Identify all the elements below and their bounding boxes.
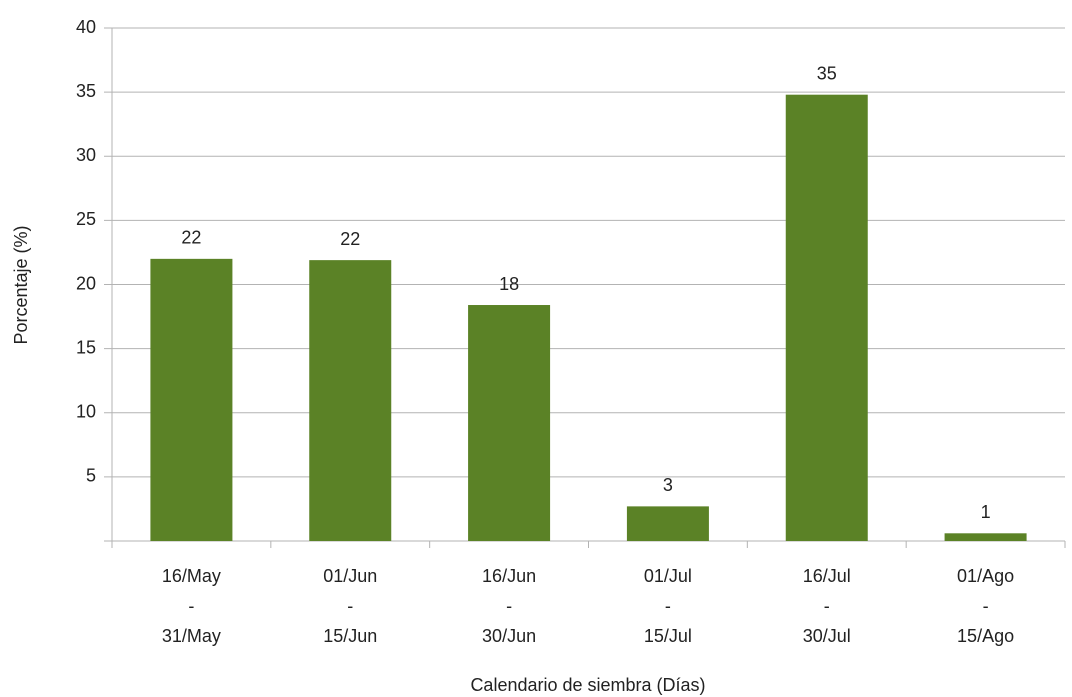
- data-label: 35: [817, 63, 837, 83]
- y-tick-label: 35: [76, 81, 96, 101]
- x-tick-label: -: [824, 596, 830, 616]
- data-label: 1: [981, 502, 991, 522]
- y-tick-label: 30: [76, 145, 96, 165]
- x-tick-label: 16/Jul: [803, 566, 851, 586]
- x-tick-label: 30/Jun: [482, 626, 536, 646]
- x-tick-label: 01/Ago: [957, 566, 1014, 586]
- x-tick-label: -: [983, 596, 989, 616]
- bar: [944, 533, 1027, 541]
- x-tick-label: 31/May: [162, 626, 221, 646]
- bar: [150, 258, 233, 541]
- bar: [626, 506, 709, 541]
- x-tick-label: 01/Jun: [323, 566, 377, 586]
- x-tick-label: 30/Jul: [803, 626, 851, 646]
- x-axis-title: Calendario de siembra (Días): [470, 675, 705, 695]
- y-tick-label: 5: [86, 466, 96, 486]
- y-tick-label: 40: [76, 17, 96, 37]
- x-tick-label: -: [506, 596, 512, 616]
- y-tick-label: 20: [76, 273, 96, 293]
- y-axis-title: Porcentaje (%): [11, 225, 31, 344]
- x-tick-label: -: [188, 596, 194, 616]
- x-tick-label: 15/Ago: [957, 626, 1014, 646]
- bar: [309, 260, 392, 541]
- x-tick-label: 01/Jul: [644, 566, 692, 586]
- data-label: 22: [181, 228, 201, 248]
- data-label: 18: [499, 274, 519, 294]
- x-tick-label: 16/May: [162, 566, 221, 586]
- data-label: 3: [663, 475, 673, 495]
- x-tick-label: 16/Jun: [482, 566, 536, 586]
- y-tick-label: 15: [76, 337, 96, 357]
- x-tick-label: -: [665, 596, 671, 616]
- y-tick-label: 10: [76, 402, 96, 422]
- x-tick-label: 15/Jun: [323, 626, 377, 646]
- x-tick-label: -: [347, 596, 353, 616]
- bar: [785, 94, 868, 541]
- y-tick-label: 25: [76, 209, 96, 229]
- x-tick-label: 15/Jul: [644, 626, 692, 646]
- bar: [468, 305, 551, 541]
- data-label: 22: [340, 229, 360, 249]
